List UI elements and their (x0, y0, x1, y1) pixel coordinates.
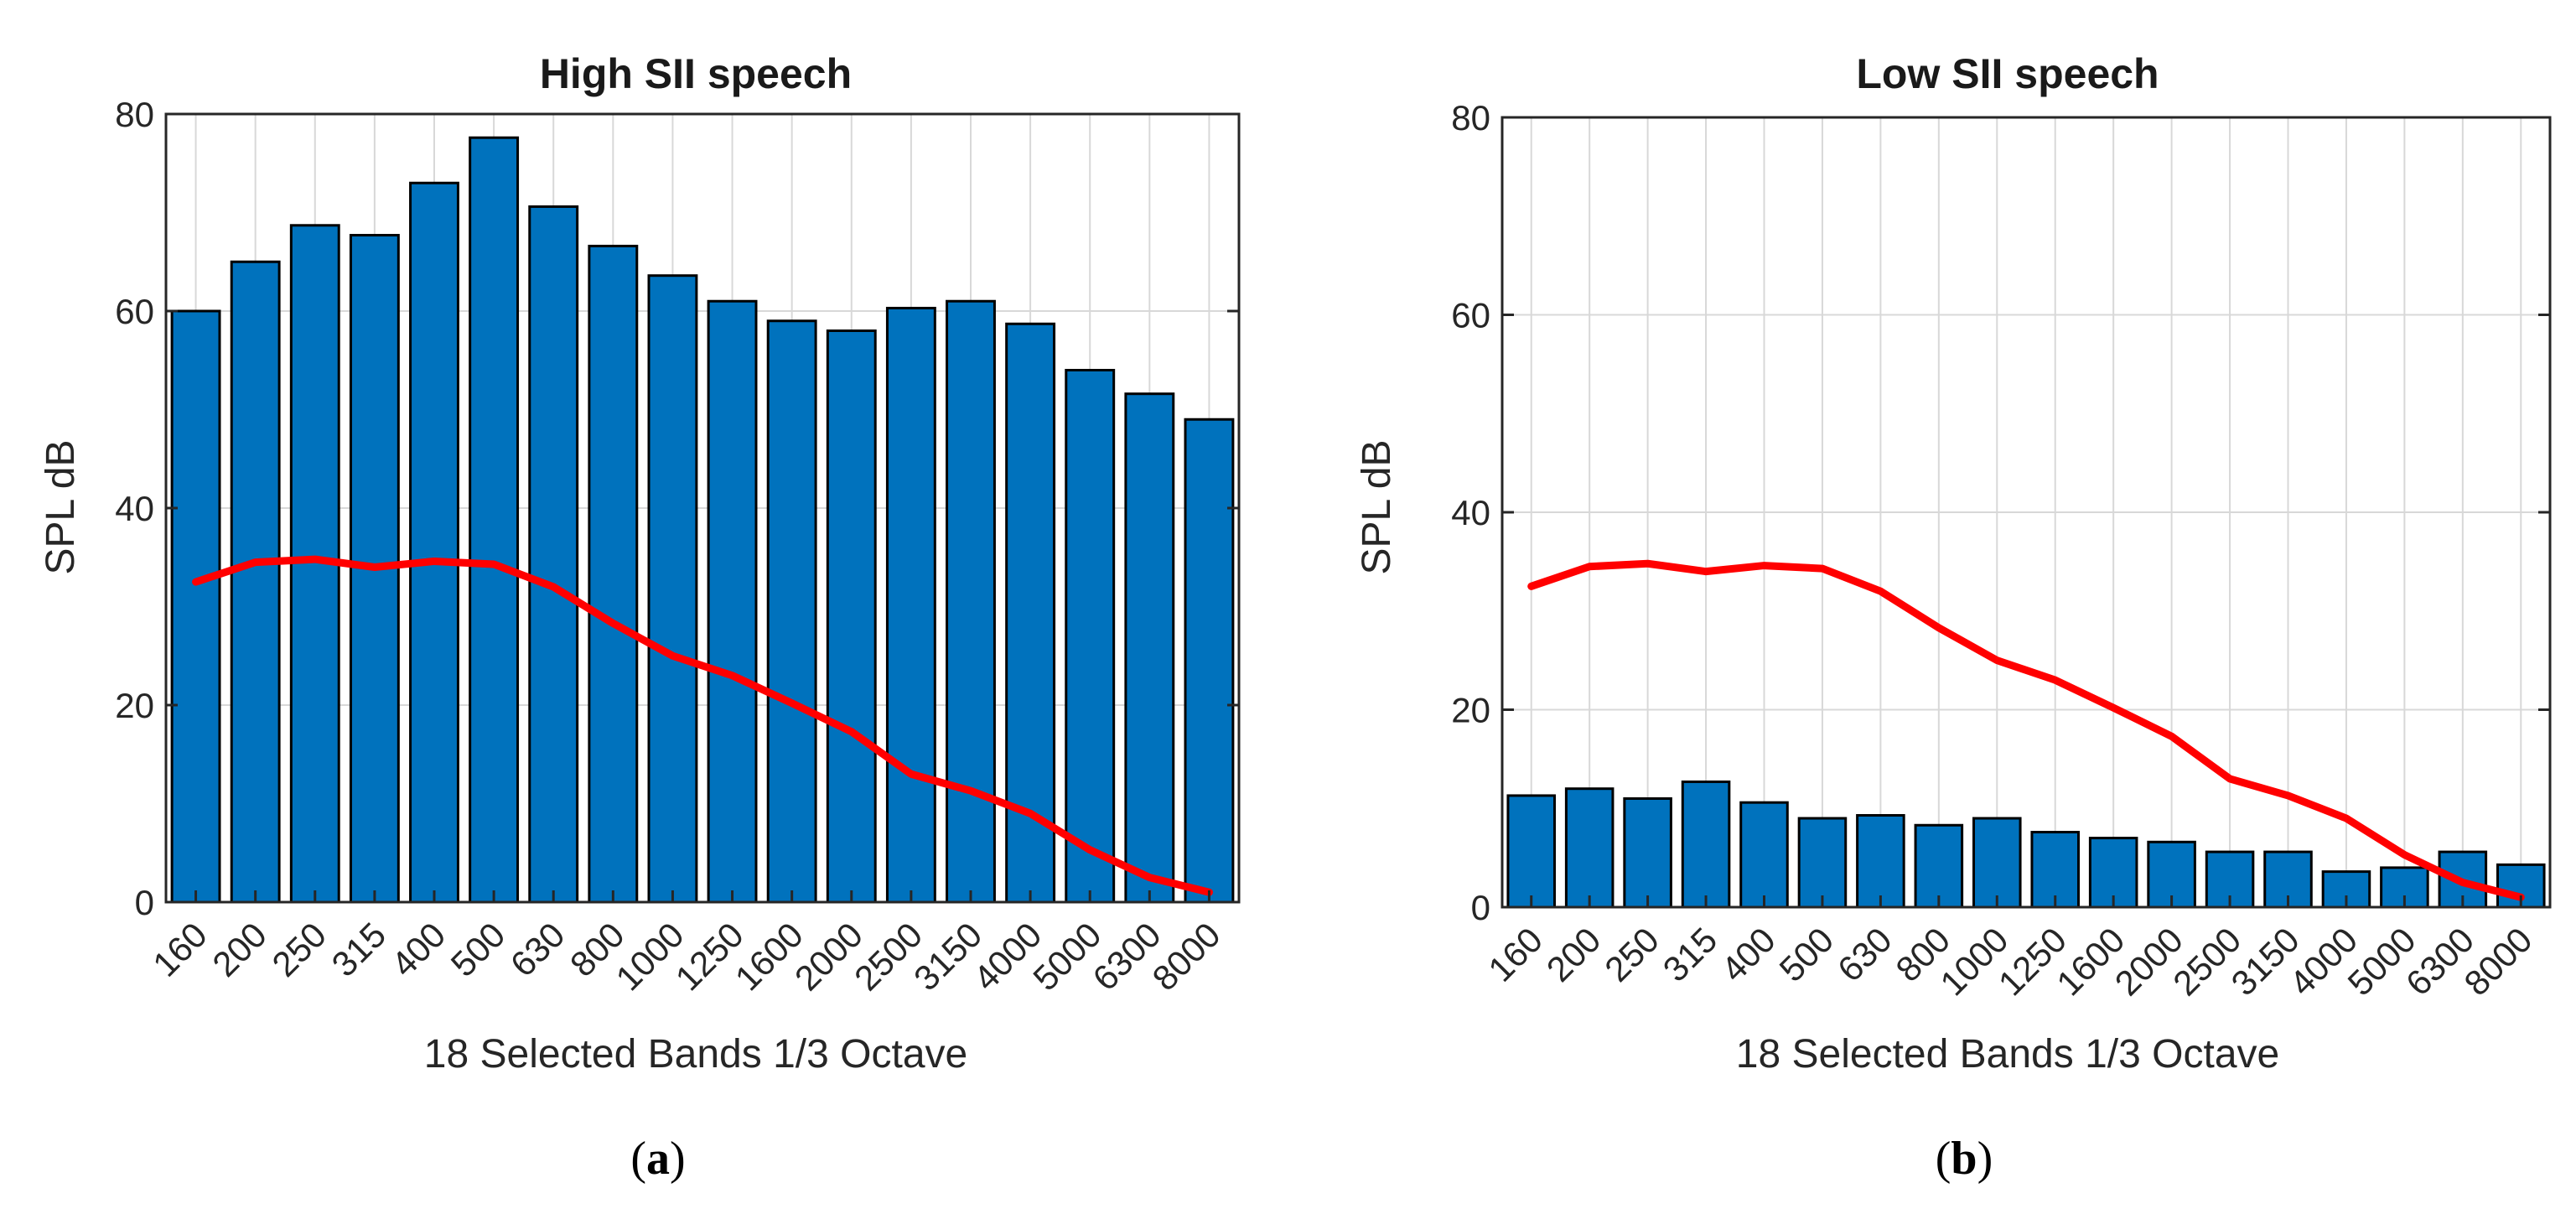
panel-a-ytick-label-80: 80 (115, 95, 154, 134)
panel-a-ytick-label-20: 20 (115, 686, 154, 725)
panel-b-xtick-label-3150: 3150 (2224, 920, 2307, 1003)
panel-b-bar-315 (1681, 780, 1731, 909)
panel-b-ytick-label-40: 40 (1451, 493, 1490, 532)
panel-a-xtick-label-630: 630 (503, 915, 573, 984)
panel-a-bar-400 (409, 181, 459, 904)
panel-b-bar-1250 (2030, 831, 2080, 909)
panel-b-bars (1506, 780, 2546, 909)
panel-b-grid (1502, 117, 2550, 908)
panel-b-ytick-label-80: 80 (1451, 98, 1490, 137)
panel-a-xtick-label-400: 400 (384, 915, 454, 984)
panel-a-xtick-label-1600: 1600 (728, 915, 811, 998)
panel-b-bar-160 (1506, 794, 1557, 909)
panel-b-bar-400 (1739, 801, 1789, 909)
panel-b-ylabel: SPL dB (1355, 440, 1399, 575)
panel-b-bar-250 (1623, 796, 1672, 909)
panel-a-threshold-line-group (192, 555, 1213, 896)
panel-a-ytick-label-40: 40 (115, 489, 154, 528)
panel-a-xtick-label-315: 315 (324, 915, 393, 984)
panel-a-y-ticks: 0 20 40 60 80 (115, 95, 1239, 922)
panel-a-xlabel: 18 Selected Bands 1/3 Octave (424, 1032, 967, 1077)
panel-a-bar-200 (230, 260, 281, 904)
panel-b-bar-800 (1914, 823, 1964, 909)
panel-a-ytick-label-60: 60 (115, 292, 154, 331)
panel-b-xtick-label-1250: 1250 (1991, 920, 2074, 1003)
panel-b-xtick-label-160: 160 (1480, 920, 1550, 989)
panel-b-xtick-label-2500: 2500 (2165, 920, 2248, 1003)
panel-b-caption: (b) (1936, 1133, 1993, 1185)
panel-b-xtick-label-400: 400 (1713, 920, 1783, 989)
panel-b-xlabel: 18 Selected Bands 1/3 Octave (1736, 1032, 2279, 1077)
panel-a-ylabel: SPL dB (39, 440, 83, 575)
panel-b-x-ticks: 1602002503154005006308001000125016002000… (1480, 895, 2540, 1003)
panel-b-xtick-label-315: 315 (1656, 920, 1725, 989)
panel-a-xtick-label-6300: 6300 (1085, 915, 1168, 998)
panel-b-xtick-label-630: 630 (1830, 920, 1900, 989)
panel-b-xtick-label-8000: 8000 (2456, 920, 2539, 1003)
panel-b-xtick-label-250: 250 (1597, 920, 1666, 989)
panel-b-caption-letter: b (1951, 1133, 1977, 1185)
panel-b-y-ticks: 0 20 40 60 80 (1451, 98, 2550, 927)
panel-b-xtick-label-200: 200 (1539, 920, 1609, 989)
panel-a-bar-2000 (826, 329, 877, 904)
panel-b-bar-500 (1797, 817, 1848, 909)
panel-a-title: High SII speech (540, 50, 852, 97)
panel-a-xtick-label-4000: 4000 (966, 915, 1049, 998)
panel-b-threshold-line (1527, 559, 2525, 901)
panel-a-caption: (a) (630, 1133, 685, 1185)
panel-a-bar-2500 (885, 306, 936, 904)
panel-a-bar-1250 (707, 299, 758, 904)
panel-a-bar-160 (170, 309, 221, 904)
panel-b-xtick-label-1600: 1600 (2049, 920, 2132, 1003)
panel-a-xtick-label-500: 500 (443, 915, 513, 984)
panel-a-bar-630 (528, 205, 579, 904)
panel-a-xtick-label-3150: 3150 (906, 915, 989, 998)
panel-a-xtick-label-200: 200 (205, 915, 274, 984)
panel-b-bar-200 (1564, 787, 1615, 909)
panel-b-xtick-label-5000: 5000 (2340, 920, 2423, 1003)
panel-b-bar-4000 (2321, 870, 2371, 909)
panel-b-xtick-label-500: 500 (1772, 920, 1842, 989)
panel-a-xtick-label-2000: 2000 (787, 915, 870, 998)
panel-a-bar-1000 (647, 274, 698, 904)
panel-a-threshold-line (192, 555, 1213, 896)
panel-a-bar-800 (588, 244, 639, 904)
panel-a-ytick-label-0: 0 (135, 883, 154, 922)
panel-a-bars (170, 136, 1235, 904)
panel-b-xtick-label-6300: 6300 (2398, 920, 2481, 1003)
panel-b-xtick-label-4000: 4000 (2282, 920, 2365, 1003)
panel-b-bar-630 (1856, 813, 1905, 909)
panel-a-bar-6300 (1124, 392, 1175, 904)
panel-b-ytick-label-20: 20 (1451, 691, 1490, 730)
panel-b-threshold-line-group (1527, 559, 2525, 901)
panel-a-bar-500 (469, 136, 520, 904)
panel-a-bar-5000 (1065, 369, 1116, 904)
panel-a-xtick-label-2500: 2500 (847, 915, 930, 998)
panel-b-xtick-label-1000: 1000 (1932, 920, 2015, 1003)
panel-b-xtick-label-2000: 2000 (2107, 920, 2190, 1003)
panel-b-ytick-label-0: 0 (1471, 888, 1490, 927)
panel-b-title: Low SII speech (1856, 50, 2159, 97)
panel-a-bar-8000 (1184, 418, 1235, 904)
panel-a-xtick-label-5000: 5000 (1025, 915, 1108, 998)
panel-a-caption-letter: a (646, 1133, 670, 1185)
panel-b-bar-1000 (1972, 817, 2022, 909)
panel-a-xtick-label-8000: 8000 (1145, 915, 1228, 998)
panel-a-x-ticks: 1602002503154005006308001000125016002000… (145, 890, 1228, 998)
panel-a-xtick-label-1000: 1000 (609, 915, 692, 998)
panel-a-bar-3150 (946, 299, 996, 904)
panel-b-ytick-label-60: 60 (1451, 296, 1490, 335)
panel-a-xtick-label-160: 160 (145, 915, 215, 984)
panel-a-xtick-label-250: 250 (264, 915, 334, 984)
panel-a-xtick-label-1250: 1250 (668, 915, 751, 998)
panel-a-bar-1600 (766, 319, 817, 904)
